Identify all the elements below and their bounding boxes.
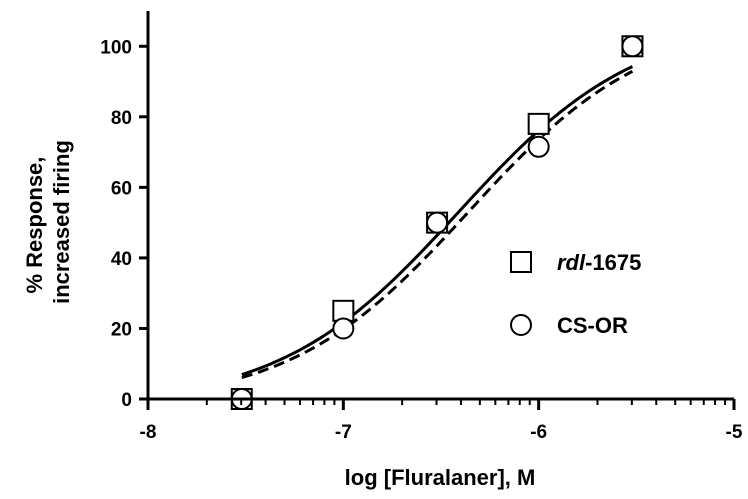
- data-point-circle: [332, 317, 355, 340]
- fit-curve-series-1: [241, 69, 634, 380]
- legend-circle-marker: [510, 314, 532, 336]
- data-points: [230, 35, 644, 410]
- y-tick-label: 80: [111, 108, 132, 129]
- y-axis-title: % Response, increased firing: [22, 140, 74, 304]
- x-tick-label: -6: [530, 422, 547, 443]
- x-tick-label: -8: [140, 422, 157, 443]
- legend-label-rdl-rest: -1675: [585, 250, 641, 275]
- legend-label-cs-or: CS-OR: [557, 313, 628, 338]
- fit-curve-series-0: [241, 65, 634, 377]
- data-point-circle: [527, 135, 550, 158]
- y-axis-title-line-1: % Response,: [22, 157, 47, 294]
- y-ticks: 0 20 40 60 80 100: [100, 37, 148, 411]
- axes: [146, 11, 734, 401]
- y-tick-label: 40: [111, 249, 132, 270]
- y-axis-title-line-2: increased firing: [49, 140, 74, 304]
- legend-square-marker: [510, 251, 532, 273]
- legend-label-rdl: rdl-1675: [557, 250, 641, 275]
- x-tick-label: -7: [335, 422, 352, 443]
- y-tick-label: 100: [100, 37, 132, 58]
- y-tick-label: 60: [111, 178, 132, 199]
- x-tick-label: -5: [726, 422, 743, 443]
- y-tick-label: 0: [121, 390, 132, 411]
- legend: rdl-1675 CS-OR: [510, 250, 641, 338]
- data-point-circle: [426, 211, 449, 234]
- x-axis-title: log [Fluralaner], M: [345, 465, 536, 490]
- fit-curves: [241, 65, 634, 380]
- legend-label-rdl-italic: rdl: [557, 250, 586, 275]
- x-ticks: -8 -7 -6 -5: [140, 399, 743, 443]
- data-point-square: [527, 112, 550, 135]
- data-point-circle: [621, 35, 644, 58]
- y-tick-label: 20: [111, 319, 132, 340]
